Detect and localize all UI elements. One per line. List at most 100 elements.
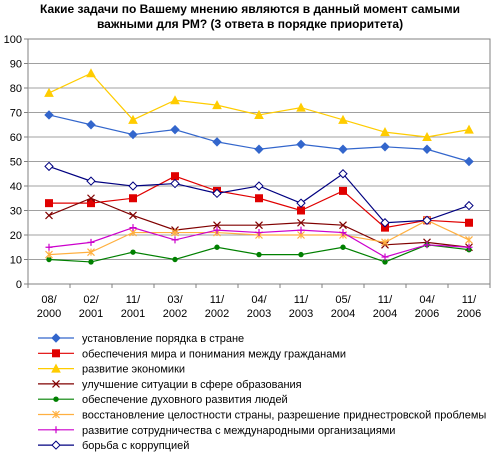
legend-marker [53, 396, 59, 402]
data-point [254, 109, 264, 119]
data-point [170, 178, 180, 189]
data-point [254, 144, 264, 154]
legend-entry-3: развитие экономики [38, 363, 185, 376]
data-point [87, 199, 95, 208]
x-tick-label-line-1: 08/ [41, 294, 57, 306]
data-point [339, 186, 347, 195]
data-point [128, 129, 138, 140]
legend-marker [52, 410, 60, 419]
data-point [298, 251, 304, 258]
x-tick-label-line-2: 2001 [121, 308, 145, 320]
data-point [254, 181, 264, 191]
chart-title: Какие задачи по Вашему мнению являются в… [0, 2, 500, 32]
x-tick-label-line-2: 2004 [373, 308, 397, 320]
data-point [86, 68, 96, 78]
data-point [87, 238, 95, 246]
data-point [380, 127, 390, 137]
x-tick-label-line-1: 11/ [210, 294, 225, 306]
legend-entry-8: борьба с коррупцией [38, 440, 189, 452]
data-point [380, 142, 390, 152]
data-point [171, 228, 179, 237]
legend-entry-6: восстановление целостности страны, разре… [38, 410, 486, 422]
data-point [296, 139, 306, 150]
data-point [45, 199, 53, 208]
data-point [464, 200, 474, 211]
legend-label: обеспечение духовного развития людей [82, 394, 288, 406]
legend-marker [52, 349, 60, 358]
x-tick-label-line-2: 2002 [205, 308, 229, 320]
data-point [212, 100, 222, 110]
data-point [172, 256, 178, 263]
data-point [338, 169, 348, 179]
data-point [255, 194, 263, 203]
data-point [45, 243, 53, 251]
data-point [87, 194, 95, 203]
data-point [130, 249, 136, 255]
data-point [381, 238, 389, 247]
data-point [338, 144, 348, 154]
data-point [339, 221, 347, 230]
data-point [213, 221, 221, 230]
legend-entry-5: обеспечение духовного развития людей [38, 394, 288, 406]
data-point [464, 156, 474, 167]
data-point [297, 226, 305, 234]
data-point [423, 241, 431, 249]
chart-title-line-2: важными для РМ? (3 ответа в порядке прио… [96, 17, 404, 31]
x-tick-label-line-2: 2006 [415, 308, 439, 320]
x-tick-label-line-2: 2002 [163, 308, 187, 320]
x-tick-label-line-1: 04/ [251, 294, 267, 306]
y-tick-label: 80 [10, 83, 22, 95]
data-point [128, 181, 138, 191]
y-tick-label: 0 [16, 279, 22, 291]
data-point [129, 211, 137, 220]
series-5 [46, 242, 472, 265]
data-point [171, 236, 179, 244]
data-point [255, 229, 263, 237]
legend-entry-4: улучшение ситуации в сфере образования [38, 379, 302, 391]
x-tick-label-line-1: 04/ [419, 294, 435, 306]
series-3 [44, 68, 474, 141]
x-tick-label-line-1: 11/ [378, 294, 393, 306]
data-point [45, 211, 53, 220]
data-point [255, 221, 263, 230]
series-1 [44, 110, 474, 167]
y-tick-label: 40 [10, 181, 22, 193]
data-point [340, 244, 346, 250]
data-point [128, 114, 138, 124]
legend-label: развитие экономики [82, 364, 185, 376]
data-point [380, 218, 390, 228]
chart-title-line-1: Какие задачи по Вашему мнению являются в… [40, 2, 460, 16]
series-7 [45, 224, 473, 261]
data-point [88, 259, 94, 265]
y-tick-label: 60 [10, 132, 22, 144]
x-tick-label-line-2: 2004 [331, 308, 355, 320]
x-tick-label-line-1: 02/ [83, 294, 99, 306]
legend-marker [51, 440, 61, 450]
legend-entry-7: развитие сотрудничества с международными… [38, 425, 395, 437]
data-point [129, 224, 137, 232]
legend-label: борьба с коррупцией [82, 440, 189, 452]
x-tick-label-line-1: 03/ [167, 294, 183, 306]
legend-entry-2: обеспечения мира и понимания между гражд… [38, 348, 346, 360]
x-tick-label-line-2: 2006 [457, 308, 481, 320]
data-point [296, 198, 306, 208]
x-tick-label-line-1: 11/ [462, 294, 477, 306]
legend-marker [51, 363, 61, 373]
y-tick-label: 10 [10, 255, 22, 267]
data-point [212, 188, 222, 199]
data-point [44, 110, 54, 120]
x-tick-label-line-1: 11/ [126, 294, 141, 306]
y-tick-label: 70 [10, 108, 22, 120]
data-point [464, 124, 474, 134]
x-tick-label-line-2: 2001 [79, 308, 103, 320]
data-point [213, 226, 221, 234]
x-tick-label-line-2: 2003 [247, 308, 271, 320]
legend-label: обеспечения мира и понимания между гражд… [82, 348, 346, 360]
y-tick-label: 30 [10, 206, 22, 218]
data-point [465, 243, 473, 251]
data-point [297, 206, 305, 215]
data-point [86, 176, 96, 186]
legend-entry-1: установление порядка в стране [38, 333, 244, 345]
